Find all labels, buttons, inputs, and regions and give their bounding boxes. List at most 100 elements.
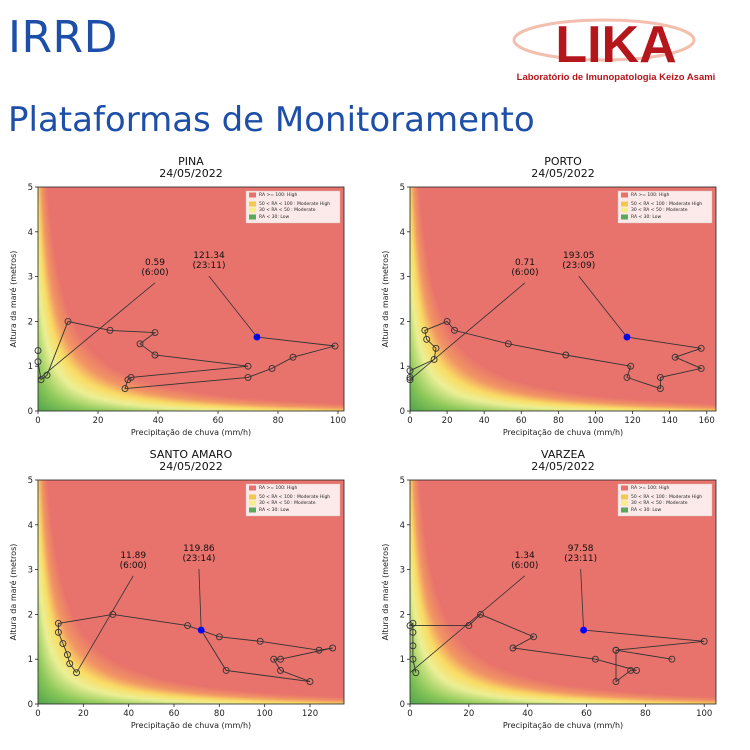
y-tick-label: 0 bbox=[28, 700, 33, 710]
risk-background bbox=[410, 187, 716, 411]
annotation-label: (6:00) bbox=[511, 268, 538, 278]
data-point bbox=[504, 340, 512, 348]
data-point bbox=[277, 666, 284, 674]
annotation-label: 0.59 bbox=[145, 258, 165, 268]
legend-swatch bbox=[249, 214, 256, 220]
risk-background bbox=[38, 480, 344, 704]
legend-entry: RA >= 100: High bbox=[631, 485, 669, 491]
annotation-label: (6:00) bbox=[511, 561, 538, 571]
data-point bbox=[421, 326, 429, 334]
page-title: IRRD bbox=[8, 12, 119, 63]
data-point bbox=[409, 642, 417, 650]
annotation-arrow bbox=[409, 575, 526, 673]
data-point bbox=[623, 373, 631, 381]
y-tick-label: 1 bbox=[28, 655, 33, 665]
data-point bbox=[656, 373, 664, 381]
data-point bbox=[627, 666, 635, 674]
x-tick-label: 140 bbox=[662, 416, 678, 426]
data-point bbox=[591, 655, 599, 663]
data-point bbox=[423, 335, 431, 343]
y-tick-label: 2 bbox=[28, 610, 33, 620]
legend-box bbox=[617, 190, 713, 224]
x-tick-label: 60 bbox=[213, 416, 224, 426]
data-point bbox=[268, 364, 276, 372]
data-point bbox=[562, 351, 570, 359]
x-axis-label: Precipitação de chuva (mm/h) bbox=[503, 428, 623, 437]
y-tick-label: 0 bbox=[400, 407, 405, 417]
data-point bbox=[430, 356, 438, 363]
x-tick-label: 60 bbox=[516, 416, 527, 426]
x-tick-label: 80 bbox=[553, 416, 564, 426]
data-point bbox=[215, 633, 223, 641]
legend-swatch bbox=[621, 507, 628, 513]
x-tick-label: 80 bbox=[273, 416, 284, 426]
legend-entry: RA < 30: Low bbox=[259, 507, 290, 513]
axes-frame bbox=[37, 186, 345, 412]
data-point bbox=[256, 637, 264, 645]
y-tick-label: 3 bbox=[28, 273, 33, 283]
data-point bbox=[222, 666, 230, 674]
data-point bbox=[451, 326, 458, 334]
chart-title: 24/05/2022 bbox=[531, 167, 594, 180]
annotation-label: (6:00) bbox=[120, 561, 147, 571]
data-point bbox=[409, 628, 417, 636]
legend-entry: 50 < RA < 100 : Moderate High bbox=[259, 494, 330, 500]
data-point bbox=[270, 655, 278, 663]
x-tick-label: 160 bbox=[699, 416, 715, 426]
data-point bbox=[151, 351, 159, 359]
data-point bbox=[406, 376, 414, 384]
annotation-arrow bbox=[37, 282, 156, 380]
data-point bbox=[443, 317, 451, 325]
y-tick-label: 4 bbox=[400, 228, 405, 238]
x-tick-label: 0 bbox=[407, 416, 412, 426]
x-axis-label: Precipitação de chuva (mm/h) bbox=[503, 721, 623, 730]
chart-title: VARZEA bbox=[541, 448, 585, 461]
data-point bbox=[315, 646, 323, 654]
x-tick-label: 80 bbox=[214, 709, 225, 719]
chart-title: 24/05/2022 bbox=[531, 460, 594, 473]
y-tick-label: 1 bbox=[28, 362, 33, 372]
data-point bbox=[432, 344, 440, 352]
y-tick-label: 5 bbox=[28, 476, 33, 486]
legend-swatch bbox=[249, 485, 256, 491]
x-tick-label: 0 bbox=[35, 416, 40, 426]
series-line bbox=[57, 613, 333, 683]
legend-swatch bbox=[621, 500, 628, 506]
y-axis-label: Altura da maré (metros) bbox=[380, 544, 390, 641]
annotation-label: 0.71 bbox=[515, 258, 535, 268]
legend-swatch bbox=[249, 494, 256, 500]
data-point bbox=[277, 655, 284, 663]
data-point bbox=[136, 340, 144, 348]
data-point bbox=[477, 610, 485, 618]
legend-swatch bbox=[249, 207, 256, 213]
legend-entry: 30 < RA < 50 : Moderate bbox=[631, 207, 688, 213]
y-tick-label: 0 bbox=[28, 407, 33, 417]
x-tick-label: 120 bbox=[624, 416, 640, 426]
legend-entry: RA < 30: Low bbox=[631, 507, 662, 513]
annotation-label: (23:11) bbox=[564, 554, 597, 564]
logo-swoosh bbox=[512, 18, 696, 62]
data-point bbox=[656, 385, 664, 393]
page-subtitle: Plataformas de Monitoramento bbox=[8, 100, 535, 140]
data-point bbox=[697, 344, 705, 352]
legend-entry: RA < 30: Low bbox=[259, 214, 290, 220]
legend-swatch bbox=[621, 192, 628, 198]
data-point bbox=[66, 660, 74, 668]
x-tick-label: 120 bbox=[302, 709, 318, 719]
annotation-label: (6:00) bbox=[141, 268, 168, 278]
annotation-label: 119.86 bbox=[183, 544, 215, 554]
data-point bbox=[671, 353, 679, 361]
data-point bbox=[124, 376, 132, 384]
data-point bbox=[627, 362, 635, 370]
data-point bbox=[509, 644, 517, 652]
annotation-arrow bbox=[578, 275, 628, 338]
legend-swatch bbox=[249, 201, 256, 207]
x-tick-label: 60 bbox=[581, 709, 592, 719]
legend-entry: RA >= 100: High bbox=[259, 485, 297, 491]
charts-grid: PINA 24/05/2022 0 20 40 60 80 100 0 1 2 3 4 5 Precipit… bbox=[0, 150, 750, 750]
legend-entry: 30 < RA < 50 : Moderate bbox=[259, 207, 316, 213]
y-tick-label: 5 bbox=[400, 183, 405, 193]
y-tick-label: 4 bbox=[400, 521, 405, 531]
